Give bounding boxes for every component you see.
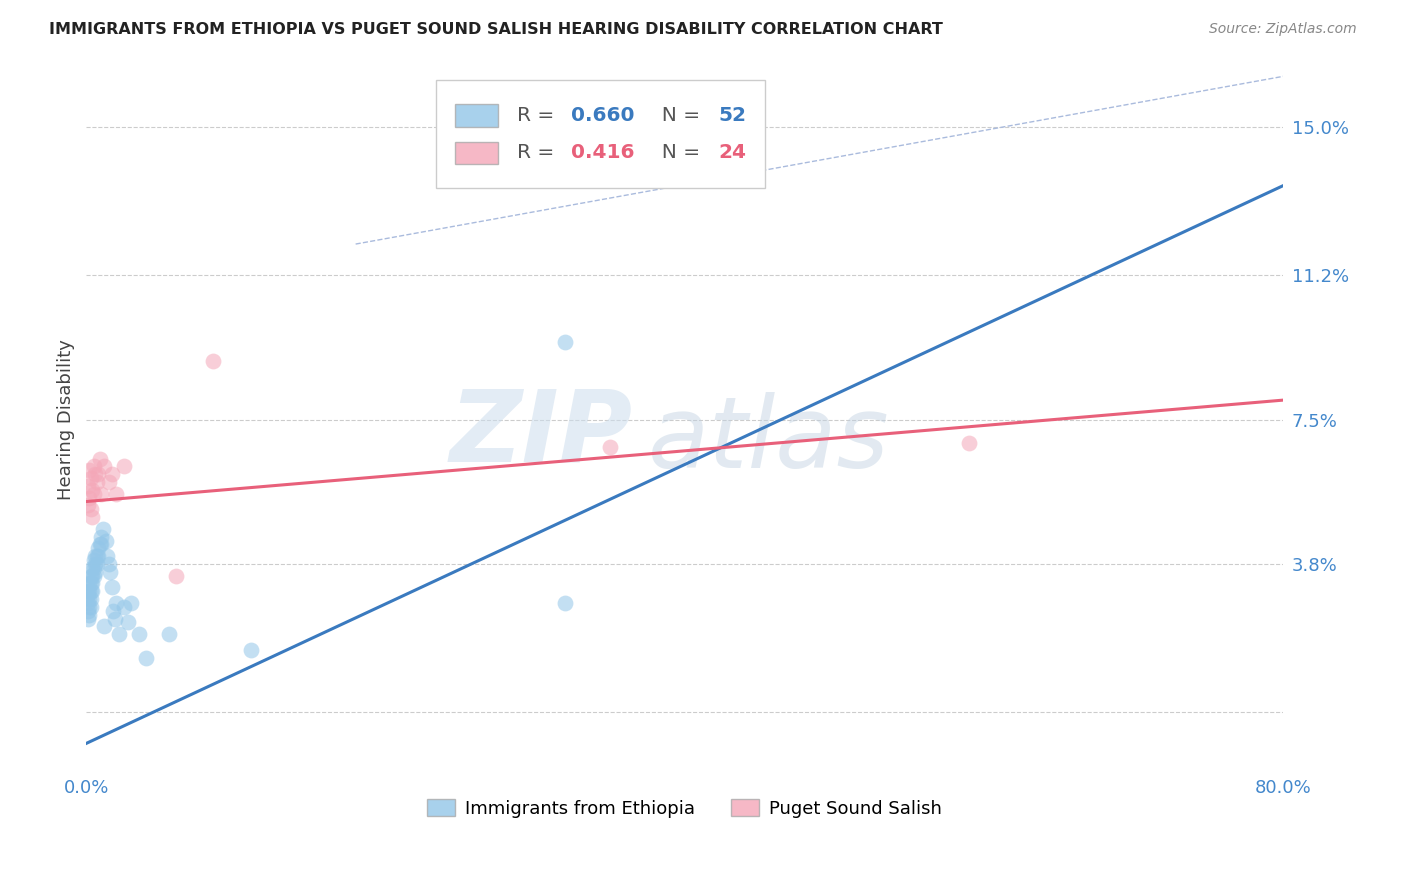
Text: R =: R = bbox=[517, 106, 561, 125]
Point bbox=[76, 604, 98, 618]
Point bbox=[91, 522, 114, 536]
FancyBboxPatch shape bbox=[456, 104, 498, 127]
Point bbox=[100, 580, 122, 594]
Point bbox=[554, 596, 576, 610]
Point bbox=[76, 596, 98, 610]
FancyBboxPatch shape bbox=[436, 80, 765, 188]
Point bbox=[108, 627, 131, 641]
Point bbox=[82, 584, 104, 599]
Point bbox=[89, 537, 111, 551]
Point bbox=[87, 549, 110, 563]
Point bbox=[79, 463, 101, 477]
Point bbox=[79, 576, 101, 591]
Point bbox=[76, 611, 98, 625]
Point bbox=[83, 568, 105, 582]
Point bbox=[103, 604, 125, 618]
Text: N =: N = bbox=[650, 144, 706, 162]
Point bbox=[957, 436, 980, 450]
Text: N =: N = bbox=[650, 106, 706, 125]
Point bbox=[89, 451, 111, 466]
Point bbox=[128, 627, 150, 641]
Point bbox=[79, 607, 101, 622]
Point bbox=[82, 483, 104, 497]
Text: 0.660: 0.660 bbox=[571, 106, 634, 125]
Point bbox=[84, 467, 107, 482]
Text: 24: 24 bbox=[718, 144, 747, 162]
Point bbox=[79, 599, 101, 614]
Point bbox=[554, 334, 576, 349]
Point bbox=[90, 537, 112, 551]
Point bbox=[97, 475, 120, 489]
Point bbox=[80, 592, 103, 607]
Point bbox=[93, 619, 115, 633]
Point bbox=[599, 440, 621, 454]
Point bbox=[76, 584, 98, 599]
Y-axis label: Hearing Disability: Hearing Disability bbox=[58, 339, 75, 500]
Point bbox=[82, 561, 104, 575]
Point bbox=[165, 568, 187, 582]
Point bbox=[82, 576, 104, 591]
Point bbox=[105, 596, 128, 610]
Point bbox=[87, 541, 110, 556]
Text: R =: R = bbox=[517, 144, 561, 162]
Text: 0.416: 0.416 bbox=[571, 144, 634, 162]
FancyBboxPatch shape bbox=[456, 142, 498, 164]
Point bbox=[135, 650, 157, 665]
Text: ZIP: ZIP bbox=[450, 385, 633, 483]
Point bbox=[80, 599, 103, 614]
Point bbox=[105, 487, 128, 501]
Point bbox=[79, 491, 101, 505]
Point bbox=[104, 611, 127, 625]
Point bbox=[93, 459, 115, 474]
Point bbox=[82, 510, 104, 524]
Point bbox=[90, 530, 112, 544]
Point bbox=[100, 467, 122, 482]
Point bbox=[83, 561, 105, 575]
Point bbox=[202, 354, 225, 368]
Point bbox=[80, 471, 103, 485]
Point bbox=[86, 475, 108, 489]
Point bbox=[84, 549, 107, 563]
Point bbox=[82, 568, 104, 582]
Legend: Immigrants from Ethiopia, Puget Sound Salish: Immigrants from Ethiopia, Puget Sound Sa… bbox=[420, 792, 949, 825]
Point bbox=[239, 642, 262, 657]
Point bbox=[80, 584, 103, 599]
Point bbox=[79, 592, 101, 607]
Point bbox=[76, 499, 98, 513]
Point bbox=[76, 479, 98, 493]
Point bbox=[90, 487, 112, 501]
Point bbox=[94, 533, 117, 548]
Point bbox=[112, 459, 135, 474]
Point bbox=[86, 557, 108, 571]
Point bbox=[157, 627, 180, 641]
Point bbox=[76, 588, 98, 602]
Point bbox=[117, 615, 139, 630]
Point bbox=[83, 459, 105, 474]
Text: atlas: atlas bbox=[648, 392, 890, 489]
Point bbox=[84, 565, 107, 579]
Point bbox=[83, 487, 105, 501]
Point bbox=[80, 576, 103, 591]
Point bbox=[97, 557, 120, 571]
Point bbox=[80, 568, 103, 582]
Point bbox=[98, 565, 121, 579]
Point bbox=[79, 584, 101, 599]
Point bbox=[120, 596, 142, 610]
Point bbox=[87, 467, 110, 482]
Text: 52: 52 bbox=[718, 106, 747, 125]
Text: IMMIGRANTS FROM ETHIOPIA VS PUGET SOUND SALISH HEARING DISABILITY CORRELATION CH: IMMIGRANTS FROM ETHIOPIA VS PUGET SOUND … bbox=[49, 22, 943, 37]
Point bbox=[84, 557, 107, 571]
Point bbox=[83, 553, 105, 567]
Point bbox=[86, 549, 108, 563]
Point bbox=[112, 599, 135, 614]
Text: Source: ZipAtlas.com: Source: ZipAtlas.com bbox=[1209, 22, 1357, 37]
Point bbox=[96, 549, 118, 563]
Point bbox=[80, 502, 103, 516]
